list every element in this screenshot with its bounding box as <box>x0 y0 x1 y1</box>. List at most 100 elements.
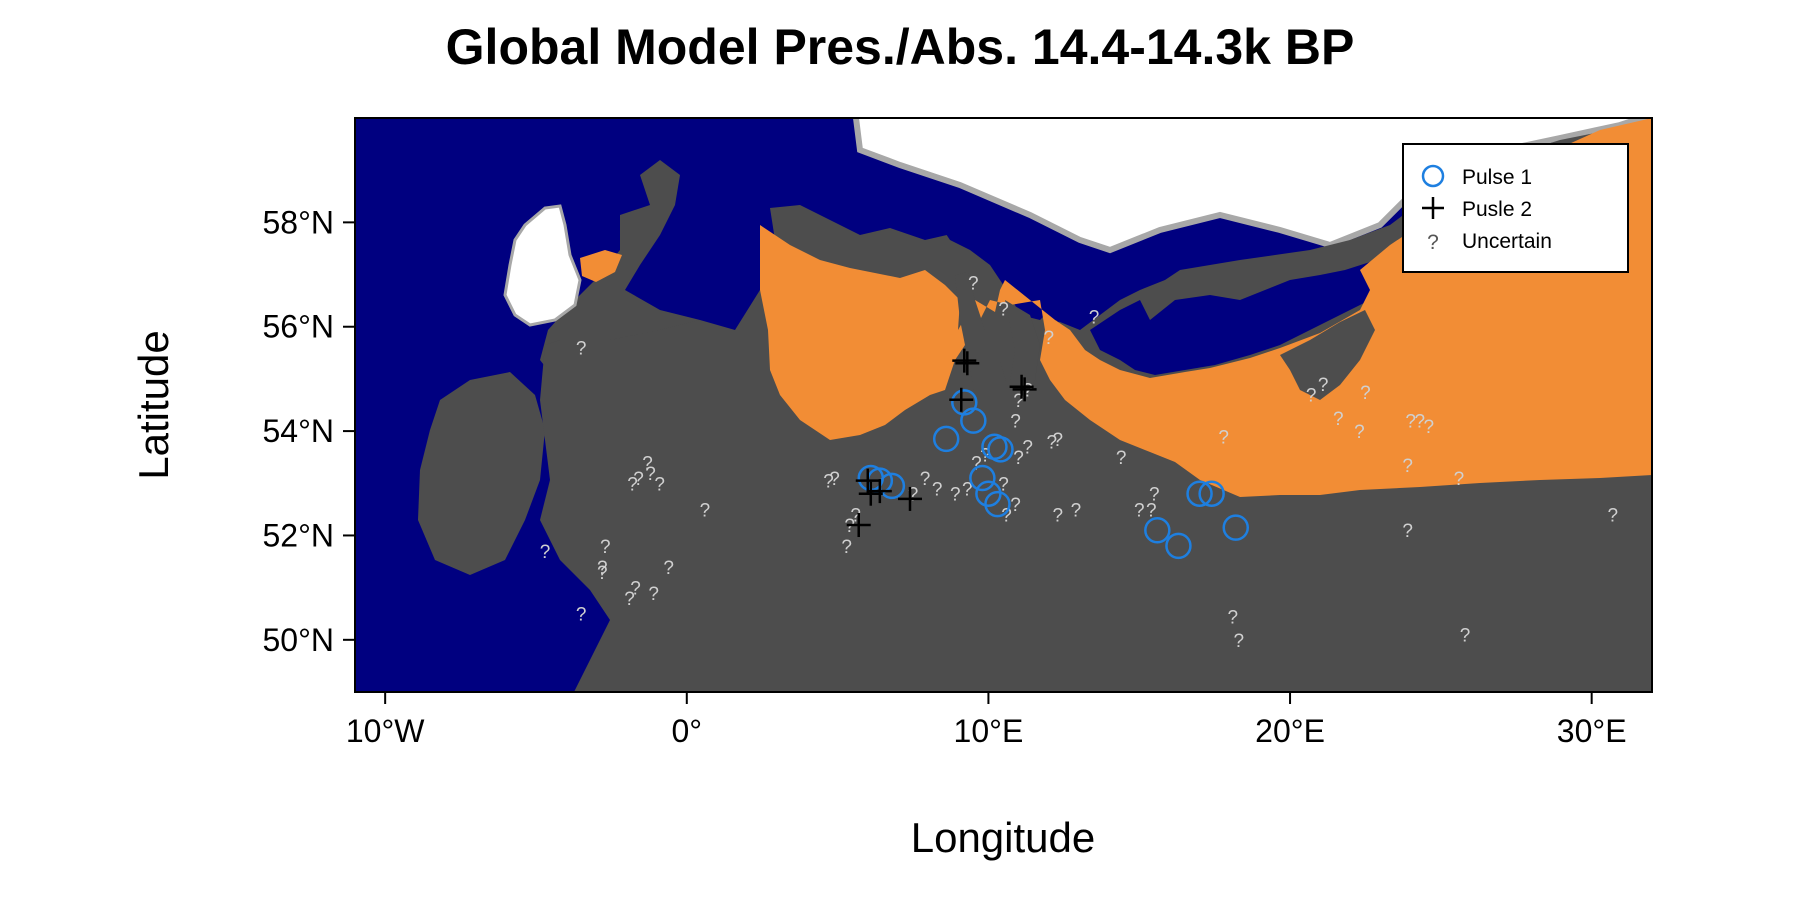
uncertain-marker: ? <box>1333 409 1344 430</box>
uncertain-marker: ? <box>1402 521 1413 542</box>
uncertain-marker: ? <box>1089 307 1100 328</box>
uncertain-marker: ? <box>850 506 861 527</box>
pulse2-marker <box>949 387 974 412</box>
uncertain-marker: ? <box>950 485 961 506</box>
pulse2-marker <box>1012 377 1037 402</box>
pulse2-marker <box>867 479 892 504</box>
plot-frame <box>354 117 1653 693</box>
uncertain-marker: ? <box>1318 375 1329 396</box>
pulse1-marker <box>969 464 996 492</box>
uncertain-marker: ? <box>1233 631 1244 652</box>
legend-plus-icon <box>1422 197 1444 219</box>
uncertain-marker: ? <box>1001 506 1012 527</box>
uncertain-marker: ? <box>1218 427 1229 448</box>
uncertain-marker: ? <box>597 563 608 584</box>
uncertain-marker: ? <box>968 273 979 294</box>
pulse1-marker <box>960 407 987 434</box>
pulse1-marker <box>1198 480 1225 507</box>
pulse2-marker <box>952 348 977 373</box>
pulse1-marker <box>987 436 1014 463</box>
x-tick-label: 10°W <box>346 713 425 749</box>
land-ireland <box>418 372 545 575</box>
uncertain-marker: ? <box>633 469 644 490</box>
pulse1-marker <box>932 425 960 453</box>
uncertain-marker: ? <box>645 464 656 485</box>
y-tick-label: 52°N <box>263 517 335 553</box>
x-tick-label: 30°E <box>1557 713 1627 749</box>
uncertain-marker: ? <box>971 453 982 474</box>
uncertain-marker: ? <box>600 537 611 558</box>
pulse1-marker <box>1186 480 1213 507</box>
uncertain-marker: ? <box>654 474 665 495</box>
uncertain-marker: ? <box>1043 328 1054 349</box>
uncertain-marker: ? <box>1013 448 1024 469</box>
uncertain-marker: ? <box>1116 448 1127 469</box>
land-absent-patch <box>1280 310 1375 400</box>
uncertain-marker: ? <box>1053 506 1064 527</box>
y-tick-label: 54°N <box>263 413 335 449</box>
uncertain-marker: ? <box>1306 386 1317 407</box>
uncertain-marker: ? <box>1134 500 1145 521</box>
y-tick-label: 58°N <box>263 204 335 240</box>
pulse2-marker <box>855 468 880 493</box>
sea-baltic <box>1090 225 1445 375</box>
uncertain-marker: ? <box>1022 438 1033 459</box>
y-axis-title: Latitude <box>130 330 177 479</box>
land-absent-ridge-2 <box>1005 300 1040 400</box>
uncertain-marker: ? <box>627 474 638 495</box>
sea-norwegian <box>1000 260 1090 322</box>
uncertain-marker: ? <box>624 589 635 610</box>
uncertain-marker: ? <box>663 558 674 579</box>
uncertain-marker: ? <box>597 558 608 579</box>
uncertain-marker: ? <box>576 605 587 626</box>
uncertain-marker: ? <box>1010 495 1021 516</box>
uncertain-marker: ? <box>540 542 551 563</box>
land-present-zone <box>760 118 1652 497</box>
uncertain-marker: ? <box>920 469 931 490</box>
pulse1-marker <box>1165 532 1192 560</box>
uncertain-marker: ? <box>908 485 919 506</box>
uncertain-marker: ? <box>829 469 840 490</box>
y-tick-label: 50°N <box>263 622 335 658</box>
x-axis-title: Longitude <box>911 814 1096 861</box>
x-tick-label: 20°E <box>1255 713 1325 749</box>
uncertain-marker: ? <box>1010 412 1021 433</box>
uncertain-marker: ? <box>700 500 711 521</box>
legend-label-uncertain: Uncertain <box>1462 230 1552 253</box>
pulse2-marker <box>897 486 922 511</box>
uncertain-marker: ? <box>1460 626 1471 647</box>
y-axis: 50°N 52°N 54°N 56°N 58°N <box>263 204 355 658</box>
uncertain-marker: ? <box>1146 500 1157 521</box>
land-absent-ridge <box>955 272 1010 440</box>
uncertain-marker: ? <box>1046 433 1057 454</box>
pulse2-marker <box>1009 374 1034 399</box>
pulse1-marker <box>984 490 1011 518</box>
chart-title: Global Model Pres./Abs. 14.4-14.3k BP <box>445 19 1355 75</box>
marker-layer: ????????????????????????????????????????… <box>540 273 1618 651</box>
uncertain-marker: ? <box>1053 430 1064 451</box>
uncertain-marker: ? <box>998 299 1009 320</box>
uncertain-marker: ? <box>1414 412 1425 433</box>
uncertain-marker: ? <box>1360 383 1371 404</box>
pulse1-marker <box>1144 516 1171 544</box>
ice-cap-britain <box>503 204 582 327</box>
land-present-scotland <box>580 250 622 282</box>
uncertain-marker: ? <box>962 479 973 500</box>
uncertain-marker: ? <box>1354 422 1365 443</box>
uncertain-marker: ? <box>1424 417 1435 438</box>
pulse2-marker <box>846 513 871 538</box>
uncertain-marker: ? <box>1071 500 1082 521</box>
x-tick-label: 0° <box>671 713 702 749</box>
uncertain-marker: ? <box>1227 607 1238 628</box>
uncertain-marker: ? <box>1454 469 1465 490</box>
uncertain-marker: ? <box>1405 412 1416 433</box>
legend-label-pulse1: Pulse 1 <box>1462 166 1532 189</box>
uncertain-marker: ? <box>576 339 587 360</box>
uncertain-marker: ? <box>932 479 943 500</box>
uncertain-marker: ? <box>998 474 1009 495</box>
uncertain-marker: ? <box>1402 456 1413 477</box>
uncertain-marker: ? <box>841 537 852 558</box>
uncertain-marker: ? <box>844 516 855 537</box>
y-tick-label: 56°N <box>263 309 335 345</box>
